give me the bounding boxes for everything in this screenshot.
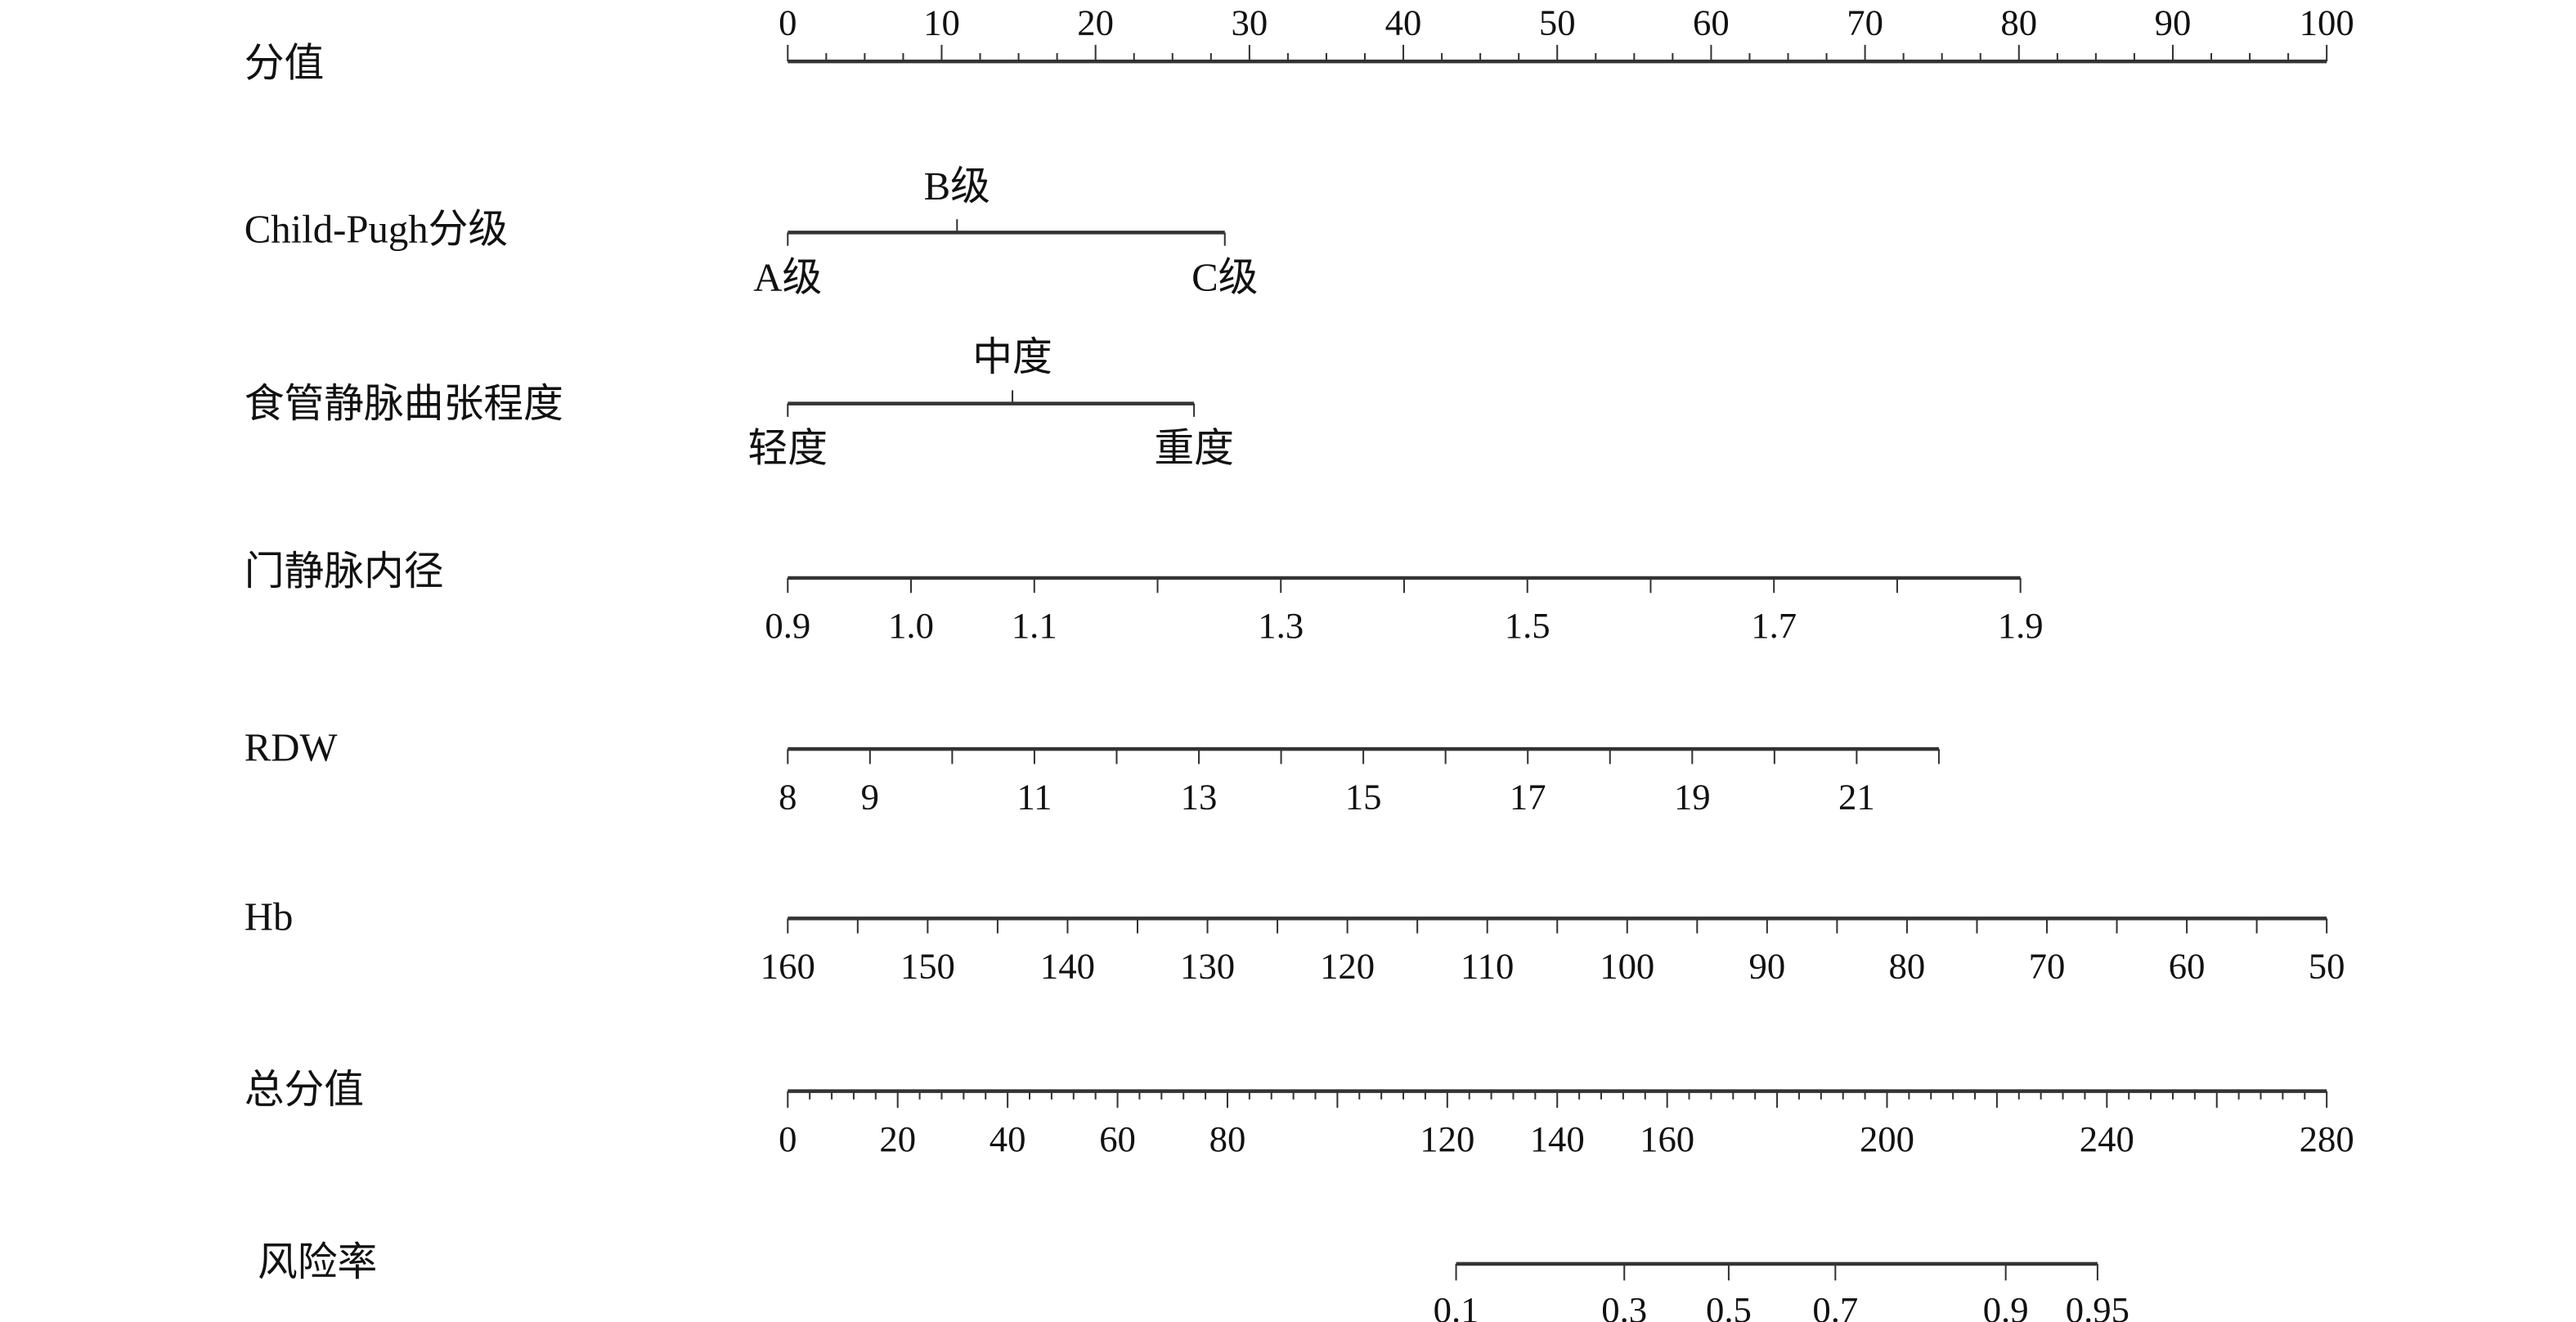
variable-tick-label: 11 <box>1016 776 1052 817</box>
level-label: 重度 <box>1154 427 1234 471</box>
variable-tick-label: 15 <box>1345 776 1382 817</box>
variable-tick-label: 110 <box>1461 946 1514 987</box>
total-points-tick-label: 280 <box>2300 1118 2354 1159</box>
total-points-tick-label: 120 <box>1420 1118 1474 1159</box>
variable-tick-label: 90 <box>1748 946 1785 987</box>
total-points-tick-label: 160 <box>1640 1118 1694 1159</box>
axis-label-total-points: 总分值 <box>245 1068 364 1112</box>
axis-label-points: 分值 <box>245 41 325 85</box>
variable-tick-label: 80 <box>1889 946 1926 987</box>
risk-tick-label: 0.3 <box>1601 1289 1647 1322</box>
points-tick-label: 0 <box>779 2 797 43</box>
total-points-tick-label: 20 <box>879 1118 916 1159</box>
level-label: B级 <box>924 164 990 208</box>
variable-tick-label: 9 <box>861 776 879 817</box>
points-tick-label: 100 <box>2300 2 2354 43</box>
total-points-tick-label: 40 <box>990 1118 1026 1159</box>
variable-tick-label: 1.3 <box>1258 605 1304 646</box>
variable-tick-label: 150 <box>900 946 955 987</box>
variable-tick-label: 60 <box>2169 946 2206 987</box>
points-tick-label: 30 <box>1232 2 1268 43</box>
variable-label: 门静脉内径 <box>245 549 444 594</box>
variable-tick-label: 1.5 <box>1505 605 1551 646</box>
variable-tick-label: 100 <box>1600 946 1654 987</box>
risk-tick-label: 0.7 <box>1812 1289 1858 1322</box>
variable-tick-label: 120 <box>1320 946 1375 987</box>
variable-tick-label: 160 <box>761 946 815 987</box>
risk-tick-label: 0.9 <box>1983 1289 2029 1322</box>
variable-tick-label: 13 <box>1181 776 1218 817</box>
total-points-tick-label: 240 <box>2080 1118 2134 1159</box>
points-tick-label: 90 <box>2155 2 2192 43</box>
variable-tick-label: 130 <box>1180 946 1235 987</box>
variable-tick-label: 8 <box>779 776 797 817</box>
variable-tick-label: 1.9 <box>1998 605 2044 646</box>
points-tick-label: 40 <box>1385 2 1422 43</box>
variable-tick-label: 1.7 <box>1751 605 1797 646</box>
level-label: C级 <box>1192 256 1258 300</box>
risk-tick-label: 0.5 <box>1706 1289 1752 1322</box>
variable-tick-label: 1.1 <box>1012 605 1057 646</box>
points-tick-label: 10 <box>923 2 960 43</box>
total-points-tick-label: 60 <box>1099 1118 1136 1159</box>
variable-label: 食管静脉曲张程度 <box>245 382 563 426</box>
level-label: 中度 <box>972 335 1052 379</box>
variable-label: Hb <box>245 895 294 939</box>
variable-tick-label: 17 <box>1510 776 1546 817</box>
axis-label-risk: 风险率 <box>258 1240 377 1284</box>
points-tick-label: 80 <box>2000 2 2037 43</box>
risk-tick-label: 0.1 <box>1434 1289 1479 1322</box>
variable-tick-label: 19 <box>1674 776 1711 817</box>
variable-tick-label: 70 <box>2029 946 2066 987</box>
total-points-tick-label: 0 <box>779 1118 797 1159</box>
variable-tick-label: 1.0 <box>888 605 934 646</box>
variable-tick-label: 140 <box>1040 946 1095 987</box>
total-points-tick-label: 200 <box>1860 1118 1914 1159</box>
variable-tick-label: 50 <box>2309 946 2345 987</box>
risk-tick-label: 0.95 <box>2066 1289 2129 1322</box>
points-tick-label: 20 <box>1077 2 1114 43</box>
total-points-tick-label: 80 <box>1209 1118 1246 1159</box>
level-label: A级 <box>753 256 822 300</box>
points-tick-label: 60 <box>1693 2 1730 43</box>
points-tick-label: 50 <box>1539 2 1576 43</box>
level-label: 轻度 <box>748 427 828 471</box>
variable-tick-label: 0.9 <box>765 605 810 646</box>
variable-label: Child-Pugh分级 <box>245 208 508 252</box>
points-tick-label: 70 <box>1847 2 1883 43</box>
variable-label: RDW <box>245 725 338 769</box>
variable-tick-label: 21 <box>1838 776 1875 817</box>
total-points-tick-label: 140 <box>1530 1118 1585 1159</box>
